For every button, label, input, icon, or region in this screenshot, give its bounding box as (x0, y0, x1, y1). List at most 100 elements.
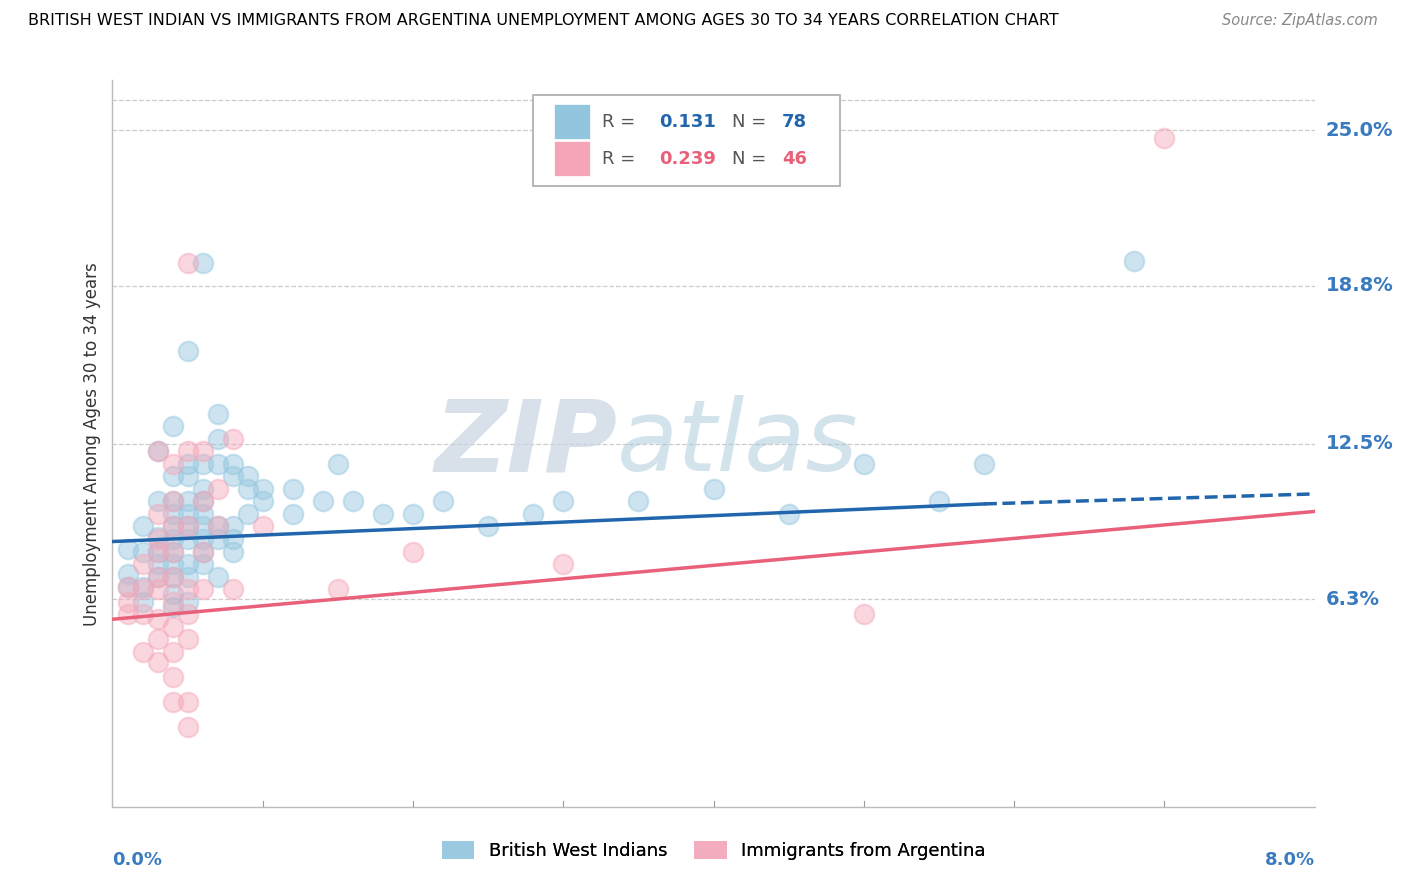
Point (852, 457, 875, 471)
Point (191, 544, 214, 558)
Point (342, 494, 364, 508)
Point (222, 532, 245, 546)
Point (191, 557, 214, 571)
Point (176, 344, 198, 359)
Point (146, 444, 169, 458)
Point (252, 482, 274, 496)
Point (146, 582, 169, 597)
Point (176, 695, 198, 709)
Point (627, 494, 650, 508)
FancyBboxPatch shape (554, 141, 589, 176)
Point (191, 519, 214, 533)
Point (131, 519, 153, 533)
Point (852, 607, 875, 622)
Point (553, 494, 575, 508)
Point (176, 720, 198, 734)
Point (191, 532, 214, 546)
Point (191, 494, 214, 508)
Point (146, 544, 169, 558)
Point (146, 557, 169, 571)
Point (162, 595, 184, 609)
Text: 0.239: 0.239 (659, 150, 716, 168)
Point (207, 569, 229, 583)
Point (117, 580, 139, 594)
Point (176, 444, 198, 458)
Point (162, 670, 184, 684)
Point (162, 569, 184, 583)
Point (176, 469, 198, 483)
Text: Source: ZipAtlas.com: Source: ZipAtlas.com (1222, 13, 1378, 29)
Point (222, 544, 245, 558)
Point (162, 519, 184, 533)
Point (146, 529, 169, 543)
Point (146, 507, 169, 521)
Point (131, 582, 153, 597)
Point (207, 519, 229, 533)
Point (222, 519, 245, 533)
Point (176, 632, 198, 647)
Point (162, 457, 184, 471)
Point (207, 519, 229, 533)
Point (117, 542, 139, 557)
Point (146, 632, 169, 647)
Point (191, 507, 214, 521)
Point (131, 557, 153, 571)
Point (131, 544, 153, 558)
Point (162, 469, 184, 483)
Point (207, 407, 229, 421)
Point (146, 544, 169, 558)
Point (176, 507, 198, 521)
Point (131, 595, 153, 609)
Point (371, 507, 394, 521)
Point (162, 519, 184, 533)
Point (207, 457, 229, 471)
Point (281, 482, 304, 496)
Point (162, 494, 184, 508)
Point (117, 567, 139, 582)
Point (326, 582, 349, 597)
Point (146, 444, 169, 458)
Point (146, 569, 169, 583)
Point (191, 582, 214, 597)
Point (162, 620, 184, 634)
Point (191, 482, 214, 496)
Y-axis label: Unemployment Among Ages 30 to 34 years: Unemployment Among Ages 30 to 34 years (83, 262, 101, 625)
Text: 18.8%: 18.8% (1326, 277, 1393, 295)
Point (191, 457, 214, 471)
Point (191, 256, 214, 270)
Point (176, 519, 198, 533)
Text: N =: N = (731, 150, 772, 168)
Point (176, 557, 198, 571)
Point (1123, 253, 1146, 268)
Point (191, 544, 214, 558)
Point (176, 494, 198, 508)
Point (402, 507, 425, 521)
Point (252, 494, 274, 508)
Point (312, 494, 335, 508)
Point (117, 595, 139, 609)
Text: 25.0%: 25.0% (1326, 121, 1393, 140)
Text: 78: 78 (782, 113, 807, 131)
Point (207, 432, 229, 446)
Point (162, 599, 184, 614)
Text: ZIP: ZIP (434, 395, 617, 492)
Point (146, 532, 169, 546)
Point (222, 432, 245, 446)
Point (146, 494, 169, 508)
Point (236, 507, 259, 521)
Point (176, 595, 198, 609)
Point (162, 419, 184, 434)
Point (207, 532, 229, 546)
Point (176, 532, 198, 546)
Point (162, 557, 184, 571)
Point (162, 507, 184, 521)
Point (222, 469, 245, 483)
Point (162, 569, 184, 583)
Text: BRITISH WEST INDIAN VS IMMIGRANTS FROM ARGENTINA UNEMPLOYMENT AMONG AGES 30 TO 3: BRITISH WEST INDIAN VS IMMIGRANTS FROM A… (28, 13, 1059, 29)
Point (131, 645, 153, 659)
Point (162, 544, 184, 558)
Point (131, 580, 153, 594)
Point (973, 457, 995, 471)
Point (176, 582, 198, 597)
Text: 0.131: 0.131 (659, 113, 716, 131)
